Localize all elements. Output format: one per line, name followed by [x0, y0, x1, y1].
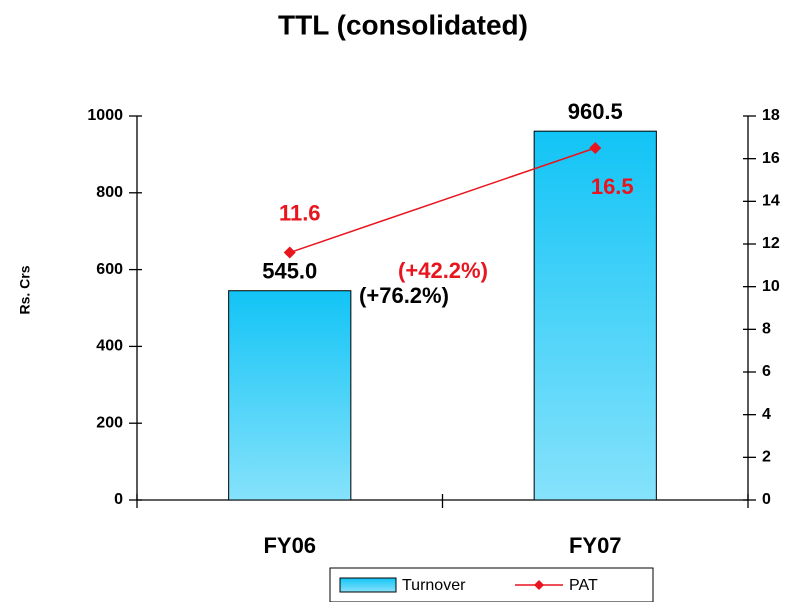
bar: [533, 130, 657, 501]
y2-tick-label: 14: [762, 193, 780, 210]
x-tick-label: FY06: [263, 533, 316, 558]
bar-value-label: 545.0: [262, 259, 317, 284]
line-value-label: 11.6: [279, 200, 321, 225]
y2-tick-label: 10: [762, 278, 780, 295]
line-marker: [283, 246, 296, 259]
annotation: (+76.2%): [359, 283, 449, 308]
y2-tick-label: 6: [762, 363, 771, 380]
y-axis-label: Rs. Crs: [17, 265, 33, 314]
y-tick-label: 0: [114, 491, 123, 508]
legend-label: Turnover: [402, 577, 466, 594]
x-tick-label: FY07: [569, 533, 622, 558]
y-tick-label: 800: [96, 184, 123, 201]
line: [289, 147, 596, 254]
legend-swatch: [339, 577, 397, 593]
line-value-label: 16.5: [591, 174, 634, 199]
y2-tick-label: 2: [762, 449, 771, 466]
y-tick-label: 600: [96, 261, 123, 278]
chart-title: TTL (consolidated): [278, 9, 528, 40]
legend-label: PAT: [569, 577, 598, 594]
y2-tick-label: 12: [762, 235, 780, 252]
y-tick-label: 400: [96, 338, 123, 355]
bar: [228, 290, 352, 501]
y2-tick-label: 8: [762, 321, 771, 338]
y-tick-label: 200: [96, 414, 123, 431]
y2-tick-label: 4: [762, 406, 771, 423]
y2-tick-label: 16: [762, 150, 780, 167]
y2-tick-label: 0: [762, 491, 771, 508]
legend-swatch: [534, 580, 544, 590]
line-marker: [589, 142, 602, 154]
bar-value-label: 960.5: [568, 99, 623, 124]
annotation: (+42.2%): [398, 258, 488, 283]
y-tick-label: 1000: [87, 107, 123, 124]
y2-tick-label: 18: [762, 107, 780, 124]
